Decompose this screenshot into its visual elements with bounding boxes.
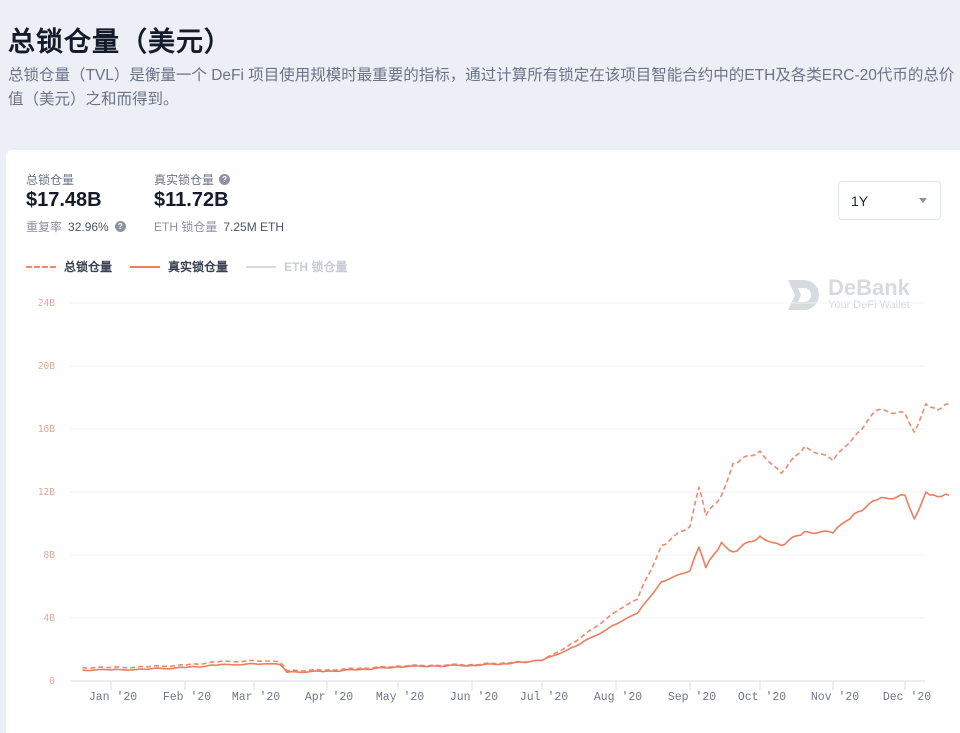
stat-tvl-value: $17.48B — [26, 189, 102, 211]
x-tick-label: Jun '20 — [450, 691, 498, 704]
chart-lines — [82, 403, 950, 674]
y-tick-label: 12B — [38, 487, 55, 498]
solid-line-icon — [246, 265, 277, 268]
x-tick-label: Aug '20 — [594, 691, 642, 704]
debank-logo-icon — [788, 279, 819, 310]
duplicate-rate-value: 32.96% — [68, 219, 109, 234]
legend-label: 总锁仓量 — [64, 260, 113, 274]
stat-tvl: 总锁仓量 $17.48B 重复率 32.96% ? — [26, 171, 126, 235]
watermark-brand: DeBank — [828, 275, 910, 300]
time-range-value: 1Y — [851, 192, 869, 209]
watermark-tagline: Your DeFi Wallet — [828, 299, 910, 311]
stat-tvl-label: 总锁仓量 — [26, 173, 75, 187]
x-tick-label: Mar '20 — [232, 691, 280, 704]
y-tick-label: 8B — [44, 550, 56, 561]
real-tvl-line — [82, 491, 950, 674]
x-tick-label: May '20 — [376, 691, 424, 704]
tvl-line — [82, 403, 950, 672]
y-axis: 0 4B 8B 12B 16B 20B 24B — [38, 298, 55, 687]
legend-item-eth-locked[interactable]: ETH 锁仓量 — [246, 258, 347, 275]
debank-watermark: DeBank Your DeFi Wallet — [786, 277, 910, 312]
help-icon[interactable]: ? — [114, 221, 126, 232]
time-range-select[interactable]: 1Y — [838, 181, 941, 220]
page-description: 总锁仓量（TVL）是衡量一个 DeFi 项目使用规模时最重要的指标，通过计算所有… — [8, 67, 955, 108]
y-tick-label: 0 — [49, 676, 55, 687]
x-tick-label: Jul '20 — [520, 691, 568, 704]
x-tick-label: Nov '20 — [811, 691, 859, 704]
stat-real-tvl-label: 真实锁仓量 — [154, 173, 215, 187]
chevron-down-icon — [919, 198, 927, 203]
x-tick-label: Feb '20 — [163, 691, 211, 704]
x-axis: Jan '20 Feb '20 Mar '20 Apr '20 May '20 Jun '… — [89, 681, 931, 704]
y-tick-label: 4B — [44, 613, 56, 624]
dashed-line-icon — [26, 265, 56, 268]
x-tick-label: Apr '20 — [305, 691, 353, 704]
eth-locked-label: ETH 锁仓量 — [154, 220, 218, 234]
page-title: 总锁仓量（美元） — [8, 27, 232, 57]
legend-label: 真实锁仓量 — [168, 260, 229, 274]
eth-locked-value: 7.25M ETH — [223, 219, 285, 234]
x-tick-label: Oct '20 — [738, 691, 786, 704]
y-tick-label: 24B — [38, 298, 55, 309]
solid-line-icon — [130, 265, 161, 268]
tvl-chart-card: 总锁仓量 $17.48B 重复率 32.96% ? 真实锁仓量 ? $11.72… — [6, 150, 960, 733]
help-icon[interactable]: ? — [219, 174, 231, 185]
chart-grid — [70, 302, 925, 682]
stat-real-tvl: 真实锁仓量 ? $11.72B ETH 锁仓量 7.25M ETH — [154, 171, 284, 235]
y-tick-label: 16B — [38, 424, 55, 435]
stat-real-tvl-value: $11.72B — [154, 189, 229, 211]
chart-legend: 总锁仓量 真实锁仓量 ETH 锁仓量 — [26, 258, 347, 275]
legend-item-real-tvl[interactable]: 真实锁仓量 — [130, 258, 228, 275]
y-tick-label: 20B — [38, 361, 55, 372]
legend-item-tvl[interactable]: 总锁仓量 — [26, 258, 112, 275]
legend-label: ETH 锁仓量 — [284, 260, 348, 274]
x-tick-label: Sep '20 — [668, 691, 716, 704]
x-tick-label: Dec '20 — [883, 691, 931, 704]
duplicate-rate-label: 重复率 — [26, 220, 63, 234]
x-tick-label: Jan '20 — [89, 691, 137, 704]
